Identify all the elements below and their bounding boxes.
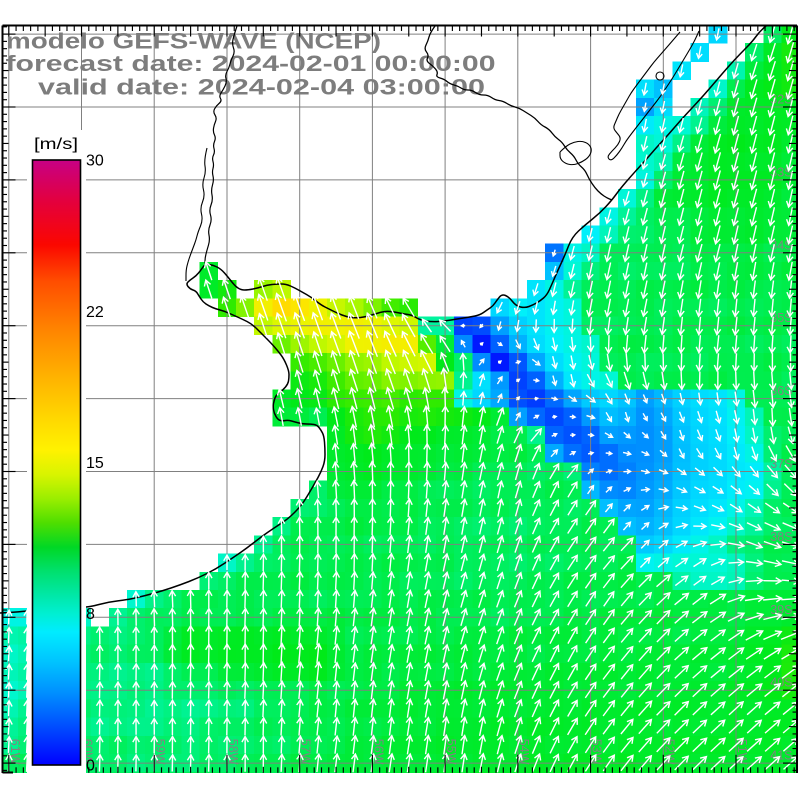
svg-text:41S: 41S xyxy=(770,749,792,763)
svg-text:33S: 33S xyxy=(770,165,792,179)
svg-text:52W: 52W xyxy=(662,739,676,765)
svg-text:15: 15 xyxy=(86,455,104,472)
svg-text:56W: 56W xyxy=(371,739,385,765)
svg-text:36S: 36S xyxy=(770,384,792,398)
svg-text:30: 30 xyxy=(86,153,104,170)
svg-text:modelo GEFS-WAVE (NCEP): modelo GEFS-WAVE (NCEP) xyxy=(6,29,381,54)
svg-text:8: 8 xyxy=(86,606,95,623)
svg-text:forecast date: 2024-02-01 00:0: forecast date: 2024-02-01 00:00:00 xyxy=(6,51,496,76)
svg-text:58W: 58W xyxy=(226,739,240,765)
svg-text:valid date: 2024-02-04 03:00:0: valid date: 2024-02-04 03:00:00 xyxy=(38,75,485,100)
svg-text:40S: 40S xyxy=(770,676,792,690)
svg-text:55W: 55W xyxy=(444,739,458,765)
svg-text:22: 22 xyxy=(86,304,104,321)
svg-text:38S: 38S xyxy=(770,530,792,544)
svg-text:34S: 34S xyxy=(770,238,792,252)
svg-text:0: 0 xyxy=(86,758,95,775)
svg-text:59W: 59W xyxy=(153,739,167,765)
svg-text:35S: 35S xyxy=(770,311,792,325)
svg-text:57W: 57W xyxy=(299,739,313,765)
svg-text:54W: 54W xyxy=(517,739,531,765)
svg-text:61W: 61W xyxy=(8,739,22,765)
svg-text:[m/s]: [m/s] xyxy=(34,136,78,153)
